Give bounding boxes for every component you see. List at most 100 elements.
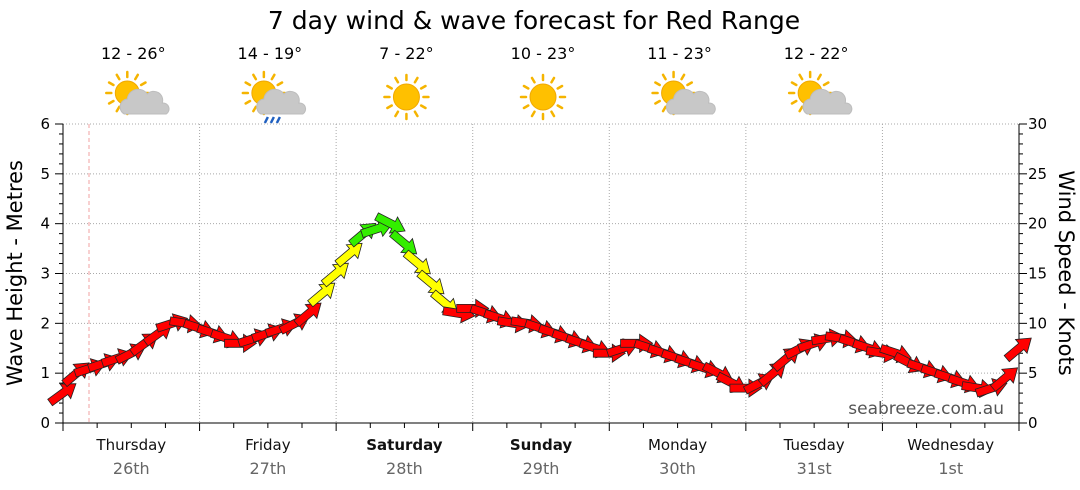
wind-arrow: [320, 262, 349, 288]
y-axis-left-title: Wave Height - Metres: [3, 160, 27, 386]
cloud-shape: [256, 88, 307, 115]
day-temperature: 14 - 19°: [238, 44, 303, 63]
axes: 0 1 2 3 4 5 6 0 5 10 15 20 25 30: [40, 115, 1047, 432]
wind-arrow: [989, 367, 1019, 393]
wind-arrow: [578, 339, 612, 359]
day-temperature: 11 - 23°: [647, 44, 712, 63]
sun-ray: [822, 81, 830, 87]
sun-ray: [530, 76, 536, 84]
sunny-icon: [519, 73, 567, 121]
sun-ray: [790, 81, 798, 87]
sun-disc: [529, 83, 557, 111]
day-labels: Thursday 26th Friday 27th Saturday 28th Sunday…: [95, 436, 994, 478]
sun-ray: [107, 99, 115, 105]
day-temperature: 7 - 22°: [379, 44, 433, 63]
y-tick-label-right: 30: [1028, 115, 1047, 133]
wind-arrow: [209, 329, 243, 349]
wind-arrow: [293, 302, 322, 328]
chart-title: 7 day wind & wave forecast for Red Range: [268, 6, 800, 35]
y-tick-label-left: 3: [40, 265, 50, 283]
sun-ray: [244, 81, 252, 87]
partly-cloudy-icon: [105, 70, 170, 116]
y-tick-label-right: 15: [1028, 265, 1047, 283]
watermark: seabreeze.com.au: [848, 399, 1004, 419]
sunny-icon: [383, 73, 430, 121]
x-date-label: 31st: [797, 459, 832, 478]
rain-drop: [263, 116, 269, 124]
y-tick-label-right: 5: [1028, 364, 1038, 382]
sun-ray: [134, 73, 140, 81]
sun-disc: [392, 83, 420, 111]
y-tick-label-right: 25: [1028, 165, 1047, 183]
sun-ray: [386, 84, 393, 90]
sun-ray: [798, 73, 804, 81]
sun-ray: [252, 73, 258, 81]
y-tick-label-right: 0: [1028, 414, 1038, 432]
sun-ray: [419, 104, 427, 110]
sun-ray: [115, 105, 121, 113]
x-date-label: 28th: [386, 459, 423, 478]
wind-arrow: [334, 242, 363, 268]
wind-arrow: [47, 383, 77, 407]
sun-ray: [798, 105, 804, 113]
showers-icon: [241, 70, 307, 124]
x-date-label: 27th: [249, 459, 286, 478]
sun-ray: [139, 81, 147, 87]
sun-ray: [550, 76, 556, 84]
x-day-label: Wednesday: [907, 436, 994, 454]
wind-arrows: [47, 212, 1032, 407]
sun-ray: [252, 105, 258, 113]
x-day-label: Thursday: [95, 436, 166, 454]
rain-drop: [269, 116, 275, 124]
y-tick-label-right: 10: [1028, 314, 1047, 332]
sun-ray: [550, 110, 556, 118]
x-date-label: 29th: [523, 459, 560, 478]
wind-arrow: [307, 282, 336, 308]
sun-ray: [276, 81, 284, 87]
x-day-label: Friday: [245, 436, 291, 454]
sun-ray: [522, 104, 530, 110]
y-tick-label-left: 6: [40, 115, 50, 133]
sun-ray: [115, 73, 121, 81]
sun-ray: [556, 84, 564, 90]
x-day-label: Saturday: [366, 436, 443, 454]
sun-ray: [654, 99, 661, 105]
sun-ray: [419, 84, 427, 90]
sun-ray: [661, 105, 667, 113]
partly-cloudy-icon: [651, 70, 716, 116]
y-tick-label-left: 1: [40, 364, 50, 382]
partly-cloudy-icon: [787, 70, 853, 116]
y-tick-label-left: 0: [40, 414, 50, 432]
cloud-shape: [119, 88, 170, 115]
grid: [63, 123, 1019, 423]
sun-ray: [661, 73, 667, 81]
sun-ray: [790, 99, 798, 105]
x-date-label: 1st: [938, 459, 963, 478]
sun-ray: [556, 104, 564, 110]
x-date-label: 26th: [113, 459, 150, 478]
x-day-label: Sunday: [510, 436, 573, 454]
sun-ray: [386, 104, 393, 110]
cloud-shape: [665, 88, 716, 115]
wind-arrow: [715, 371, 748, 393]
day-temperature: 12 - 22°: [784, 44, 849, 63]
rain-drop: [275, 116, 281, 124]
sun-ray: [394, 76, 400, 84]
x-day-label: Tuesday: [783, 436, 845, 454]
sun-ray: [107, 81, 115, 87]
day-temperature: 10 - 23°: [511, 44, 576, 63]
day-temperature: 12 - 26°: [101, 44, 166, 63]
sun-ray: [244, 99, 252, 105]
sun-ray: [270, 73, 276, 81]
day-forecast-header: 12 - 26° 14 - 19° 7 - 22° 10 - 23° 11 - 23° 1…: [101, 44, 853, 124]
sun-ray: [413, 110, 419, 118]
cloud-shape: [802, 88, 853, 115]
sun-ray: [413, 76, 419, 84]
sun-ray: [394, 110, 400, 118]
y-tick-label-left: 2: [40, 314, 50, 332]
y-axis-right-title: Wind Speed - Knots: [1054, 170, 1078, 375]
sun-ray: [522, 84, 530, 90]
y-tick-label-right: 20: [1028, 215, 1047, 233]
wind-arrow: [1003, 337, 1032, 363]
sun-ray: [686, 81, 694, 87]
